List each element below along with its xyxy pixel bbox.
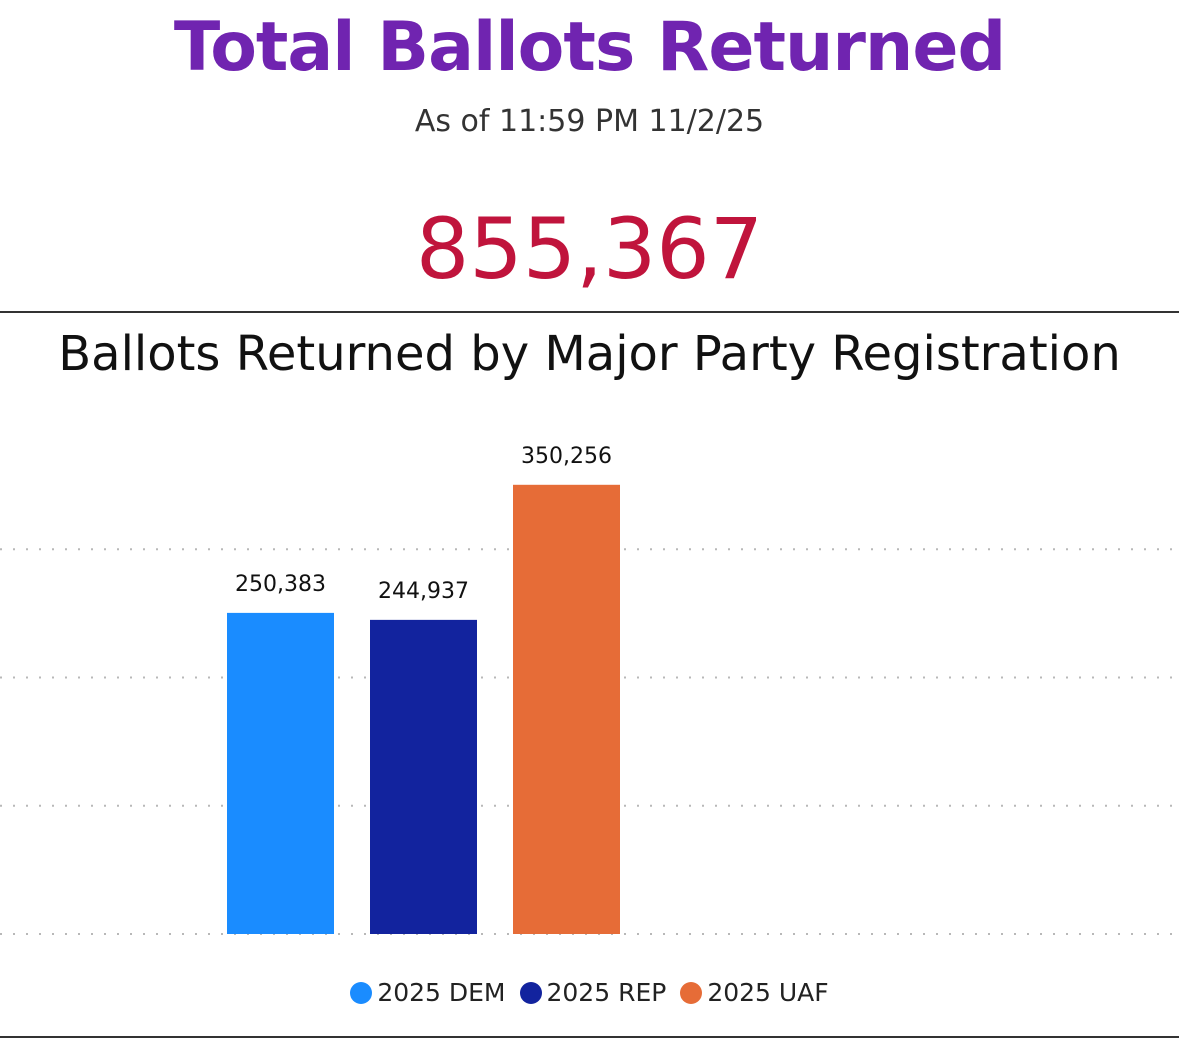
legend-item-rep[interactable]: 2025 REP (519, 978, 667, 1007)
as-of-timestamp: As of 11:59 PM 11/2/25 (414, 104, 765, 139)
data-label-1: 244,937 (378, 579, 469, 604)
legend-item-uaf[interactable]: 2025 UAF (680, 978, 829, 1007)
legend-dot-uaf-icon (680, 981, 703, 1004)
legend-dot-dem-icon (350, 981, 373, 1004)
bottom-divider (0, 1036, 1179, 1038)
data-label-0: 250,383 (235, 572, 326, 597)
chart-title: Ballots Returned by Major Party Registra… (58, 326, 1121, 382)
legend-label-rep: 2025 REP (546, 978, 667, 1007)
legend-item-dem[interactable]: 2025 DEM (350, 978, 506, 1007)
bar-chart: 250,383 244,937 350,256 (0, 444, 1179, 935)
chart-legend: 2025 DEM 2025 REP 2025 UAF (0, 978, 1179, 1007)
legend-label-uaf: 2025 UAF (707, 978, 829, 1007)
page-title: Total Ballots Returned (173, 8, 1006, 87)
legend-dot-rep-icon (519, 981, 542, 1004)
bar-2025-rep[interactable] (370, 619, 477, 934)
top-divider (0, 311, 1179, 313)
data-label-2: 350,256 (521, 444, 612, 469)
bar-2025-uaf[interactable] (513, 484, 620, 934)
legend-label-dem: 2025 DEM (377, 978, 506, 1007)
total-ballots-value: 855,367 (415, 200, 764, 298)
bar-2025-dem[interactable] (227, 612, 334, 934)
